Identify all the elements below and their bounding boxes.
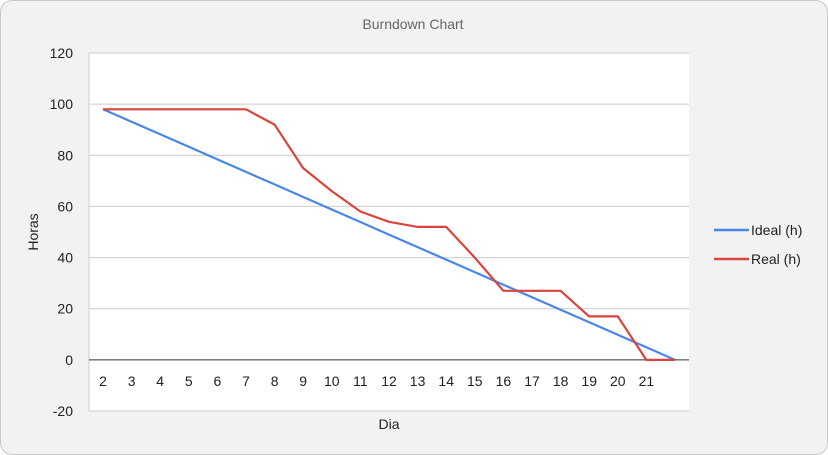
x-tick-label: 17 xyxy=(524,373,540,389)
x-tick-label: 13 xyxy=(410,373,426,389)
x-tick-label: 9 xyxy=(299,373,307,389)
x-tick-label: 8 xyxy=(271,373,279,389)
series-line-ideal xyxy=(102,108,676,361)
x-tick-label: 4 xyxy=(156,373,164,389)
x-tick-label: 11 xyxy=(353,373,368,389)
plot-area xyxy=(89,53,689,411)
x-tick-label: 16 xyxy=(496,373,512,389)
x-tick-label: 2 xyxy=(99,373,107,389)
x-tick-label: 6 xyxy=(214,373,222,389)
x-tick-label: 15 xyxy=(467,373,483,389)
x-tick-label: 12 xyxy=(381,373,397,389)
y-tick-label: 80 xyxy=(57,147,73,163)
y-axis-ticks: -20 0 20 40 60 80 100 120 xyxy=(50,45,74,419)
x-axis-ticks: 2 3 4 5 6 7 8 9 10 11 12 13 14 15 16 17 18 19 20 21 xyxy=(99,373,654,389)
x-axis-label: Dia xyxy=(378,416,399,432)
y-tick-label: -20 xyxy=(53,403,73,419)
y-axis-label: Horas xyxy=(25,213,41,250)
y-tick-label: 60 xyxy=(57,198,73,214)
legend-label-1: Real (h) xyxy=(751,251,801,267)
x-tick-label: 14 xyxy=(438,373,454,389)
y-tick-label: 40 xyxy=(57,250,73,266)
y-tick-label: 120 xyxy=(50,45,74,61)
y-tick-label: 100 xyxy=(50,96,74,112)
x-tick-label: 19 xyxy=(581,373,597,389)
y-tick-label: 0 xyxy=(65,352,73,368)
x-tick-label: 5 xyxy=(185,373,193,389)
x-tick-label: 18 xyxy=(553,373,569,389)
x-tick-label: 10 xyxy=(324,373,340,389)
legend-label-0: Ideal (h) xyxy=(751,222,802,238)
series-lines xyxy=(102,108,676,361)
chart-title: Burndown Chart xyxy=(362,16,463,32)
y-tick-label: 20 xyxy=(57,301,73,317)
legend: Ideal (h) Real (h) xyxy=(714,222,802,267)
series-line-real xyxy=(103,108,675,361)
x-tick-label: 21 xyxy=(639,373,655,389)
x-tick-label: 3 xyxy=(128,373,136,389)
x-tick-label: 7 xyxy=(242,373,250,389)
x-tick-label: 20 xyxy=(610,373,626,389)
gridlines xyxy=(88,52,689,412)
